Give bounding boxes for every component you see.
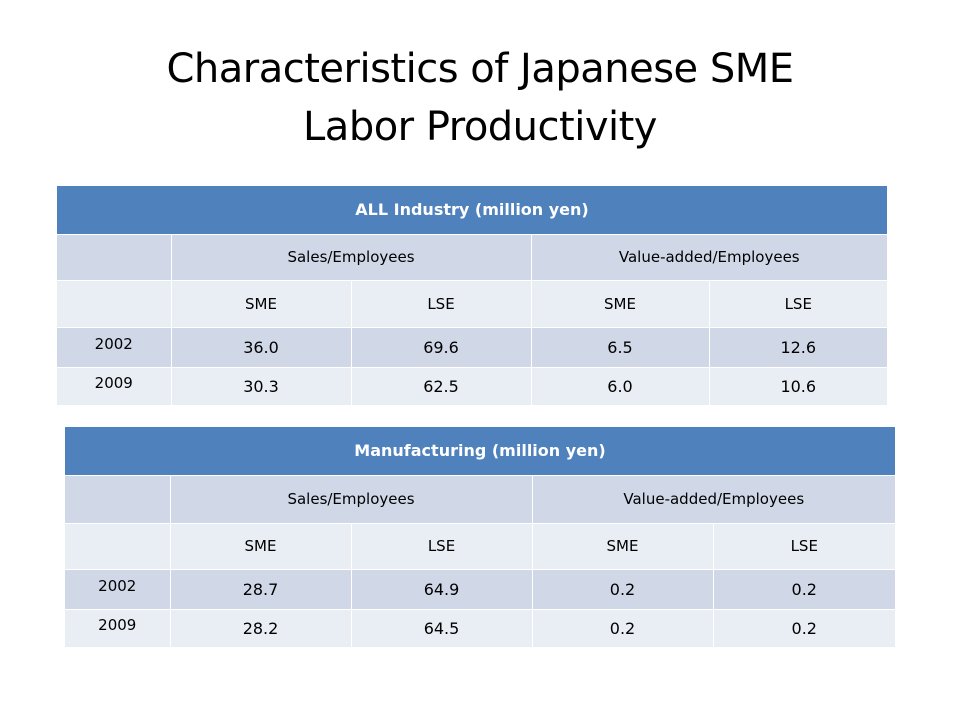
- slide-title: Characteristics of Japanese SME Labor Pr…: [60, 40, 900, 156]
- cell-va-sme: 6.0: [531, 367, 710, 406]
- cell-sales-sme: 28.7: [170, 569, 352, 610]
- row-year: 2009: [65, 609, 171, 648]
- table-row: 2009 30.3 62.5 6.0 10.6: [57, 367, 888, 406]
- sub-header-sales-sme: SME: [170, 523, 352, 570]
- sub-header-va-lse: LSE: [713, 523, 896, 570]
- row-year: 2002: [57, 327, 172, 368]
- table-row: 2002 36.0 69.6 6.5 12.6: [57, 327, 888, 368]
- cell-sales-lse: 69.6: [351, 327, 532, 368]
- group-header-row: Sales/Employees Value-added/Employees: [65, 475, 896, 524]
- table-title-row: ALL Industry (million yen): [57, 186, 888, 235]
- empty-cell: [57, 234, 172, 281]
- cell-sales-lse: 62.5: [351, 367, 532, 406]
- manufacturing-table-title: Manufacturing (million yen): [65, 427, 896, 476]
- cell-va-lse: 12.6: [709, 327, 888, 368]
- group-header-value-added: Value-added/Employees: [531, 234, 888, 281]
- table-title-row: Manufacturing (million yen): [65, 427, 896, 476]
- group-header-value-added: Value-added/Employees: [532, 475, 896, 524]
- group-header-row: Sales/Employees Value-added/Employees: [57, 234, 888, 281]
- sub-header-sales-sme: SME: [171, 280, 352, 328]
- sub-header-row: SME LSE SME LSE: [57, 280, 888, 328]
- row-year: 2002: [65, 569, 171, 610]
- cell-sales-lse: 64.9: [351, 569, 533, 610]
- cell-va-lse: 10.6: [709, 367, 888, 406]
- manufacturing-table: Manufacturing (million yen) Sales/Employ…: [65, 427, 896, 648]
- sub-header-va-lse: LSE: [709, 280, 888, 328]
- group-header-sales: Sales/Employees: [170, 475, 533, 524]
- cell-va-sme: 0.2: [532, 569, 714, 610]
- all-industry-table-title: ALL Industry (million yen): [57, 186, 888, 235]
- group-header-sales: Sales/Employees: [171, 234, 532, 281]
- cell-sales-lse: 64.5: [351, 609, 533, 648]
- empty-cell: [57, 280, 172, 328]
- empty-cell: [65, 475, 171, 524]
- cell-sales-sme: 28.2: [170, 609, 352, 648]
- row-year: 2009: [57, 367, 172, 406]
- cell-va-sme: 6.5: [531, 327, 710, 368]
- cell-va-lse: 0.2: [713, 609, 896, 648]
- cell-sales-sme: 36.0: [171, 327, 352, 368]
- sub-header-sales-lse: LSE: [351, 523, 533, 570]
- sub-header-row: SME LSE SME LSE: [65, 523, 896, 570]
- sub-header-va-sme: SME: [531, 280, 710, 328]
- all-industry-table: ALL Industry (million yen) Sales/Employe…: [57, 186, 888, 406]
- cell-va-lse: 0.2: [713, 569, 896, 610]
- cell-va-sme: 0.2: [532, 609, 714, 648]
- table-row: 2002 28.7 64.9 0.2 0.2: [65, 569, 896, 610]
- slide-title-line-2: Labor Productivity: [303, 104, 657, 150]
- cell-sales-sme: 30.3: [171, 367, 352, 406]
- sub-header-va-sme: SME: [532, 523, 714, 570]
- slide-title-line-1: Characteristics of Japanese SME: [166, 46, 794, 92]
- empty-cell: [65, 523, 171, 570]
- table-row: 2009 28.2 64.5 0.2 0.2: [65, 609, 896, 648]
- sub-header-sales-lse: LSE: [351, 280, 532, 328]
